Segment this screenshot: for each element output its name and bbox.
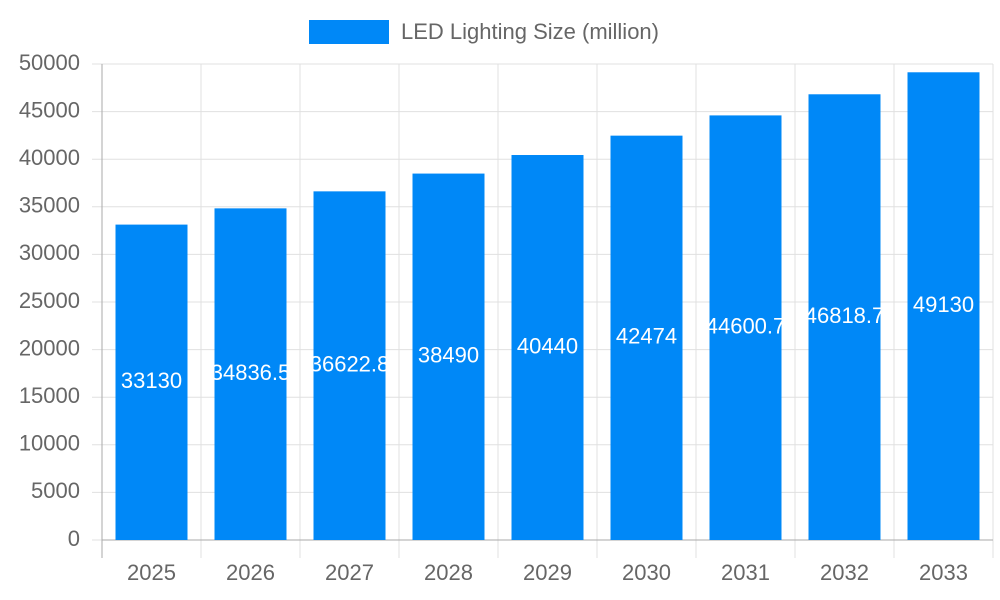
y-tick-label: 30000 xyxy=(19,240,80,265)
y-tick-label: 35000 xyxy=(19,193,80,218)
data-label: 38490 xyxy=(418,343,479,368)
bar xyxy=(808,94,881,540)
bar xyxy=(709,115,782,540)
y-tick-label: 45000 xyxy=(19,97,80,122)
data-label: 42474 xyxy=(616,324,677,349)
x-tick-label: 2027 xyxy=(325,560,374,585)
y-tick-label: 0 xyxy=(68,526,80,551)
bar xyxy=(115,224,188,540)
bar xyxy=(313,191,386,540)
x-tick-label: 2032 xyxy=(820,560,869,585)
data-label: 49130 xyxy=(913,292,974,317)
data-label: 33130 xyxy=(121,368,182,393)
y-tick-label: 40000 xyxy=(19,145,80,170)
bar xyxy=(412,173,485,540)
data-label: 40440 xyxy=(517,333,578,358)
data-label: 36622.8 xyxy=(310,351,390,376)
y-tick-label: 50000 xyxy=(19,50,80,75)
x-tick-label: 2031 xyxy=(721,560,770,585)
x-tick-label: 2028 xyxy=(424,560,473,585)
y-tick-label: 15000 xyxy=(19,383,80,408)
legend-label: LED Lighting Size (million) xyxy=(401,19,659,44)
bar xyxy=(214,208,287,541)
y-tick-label: 10000 xyxy=(19,431,80,456)
y-tick-label: 25000 xyxy=(19,288,80,313)
bar xyxy=(511,155,584,540)
x-tick-label: 2033 xyxy=(919,560,968,585)
bar xyxy=(610,135,683,540)
data-label: 46818.7 xyxy=(805,303,885,328)
data-label: 44600.7 xyxy=(706,314,786,339)
x-tick-label: 2025 xyxy=(127,560,176,585)
x-tick-label: 2029 xyxy=(523,560,572,585)
data-label: 34836.5 xyxy=(211,360,291,385)
legend-swatch xyxy=(309,20,389,44)
x-tick-label: 2030 xyxy=(622,560,671,585)
x-tick-label: 2026 xyxy=(226,560,275,585)
y-tick-label: 5000 xyxy=(31,478,80,503)
y-tick-label: 20000 xyxy=(19,335,80,360)
bar xyxy=(907,72,980,540)
